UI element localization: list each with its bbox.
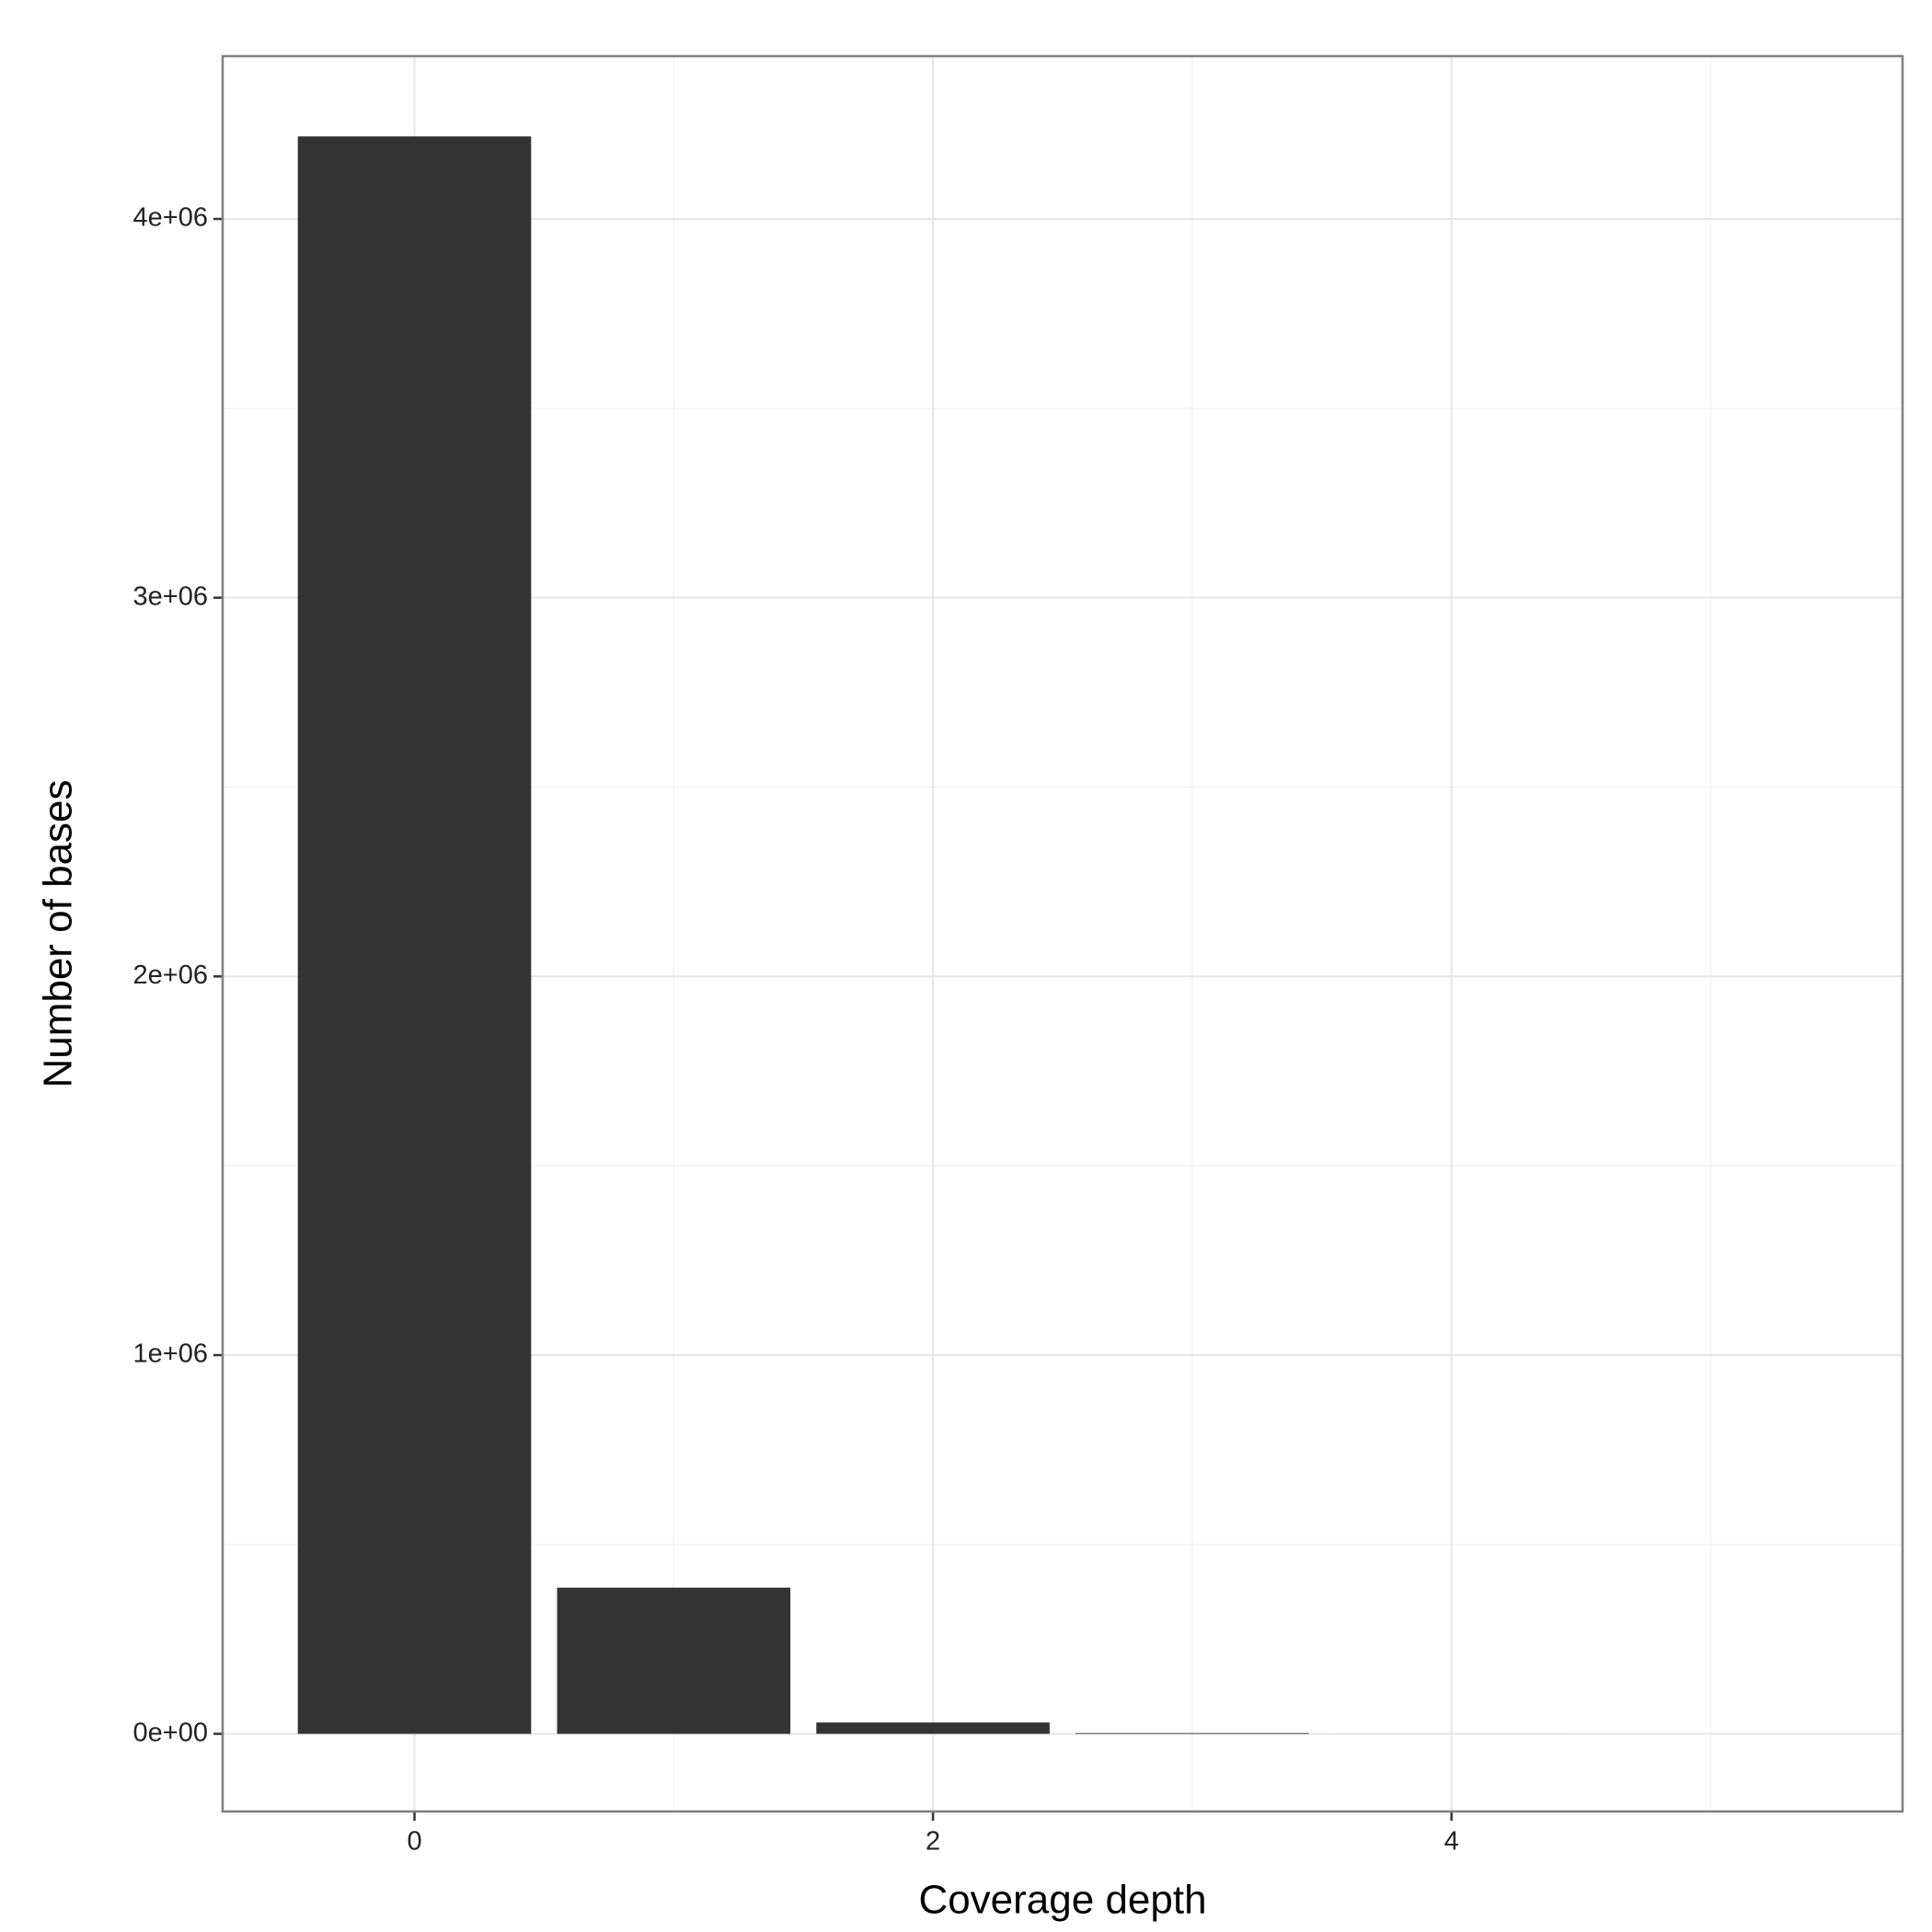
bar [1075, 1732, 1309, 1734]
y-tick-label: 3e+06 [133, 581, 208, 611]
y-tick-label: 0e+00 [133, 1718, 208, 1747]
y-axis-title: Number of bases [36, 779, 81, 1087]
x-tick-label: 2 [926, 1827, 940, 1857]
panel-border [221, 54, 1904, 1813]
bar [816, 1722, 1050, 1734]
x-tick-label: 4 [1444, 1827, 1459, 1857]
bar [297, 136, 532, 1734]
y-tick-label: 2e+06 [133, 960, 208, 990]
x-axis-title: Coverage depth [918, 1878, 1206, 1923]
y-tick-label: 1e+06 [133, 1340, 208, 1369]
bar [557, 1587, 791, 1734]
y-tick-label: 4e+06 [133, 203, 208, 233]
x-tick-label: 0 [407, 1827, 421, 1857]
